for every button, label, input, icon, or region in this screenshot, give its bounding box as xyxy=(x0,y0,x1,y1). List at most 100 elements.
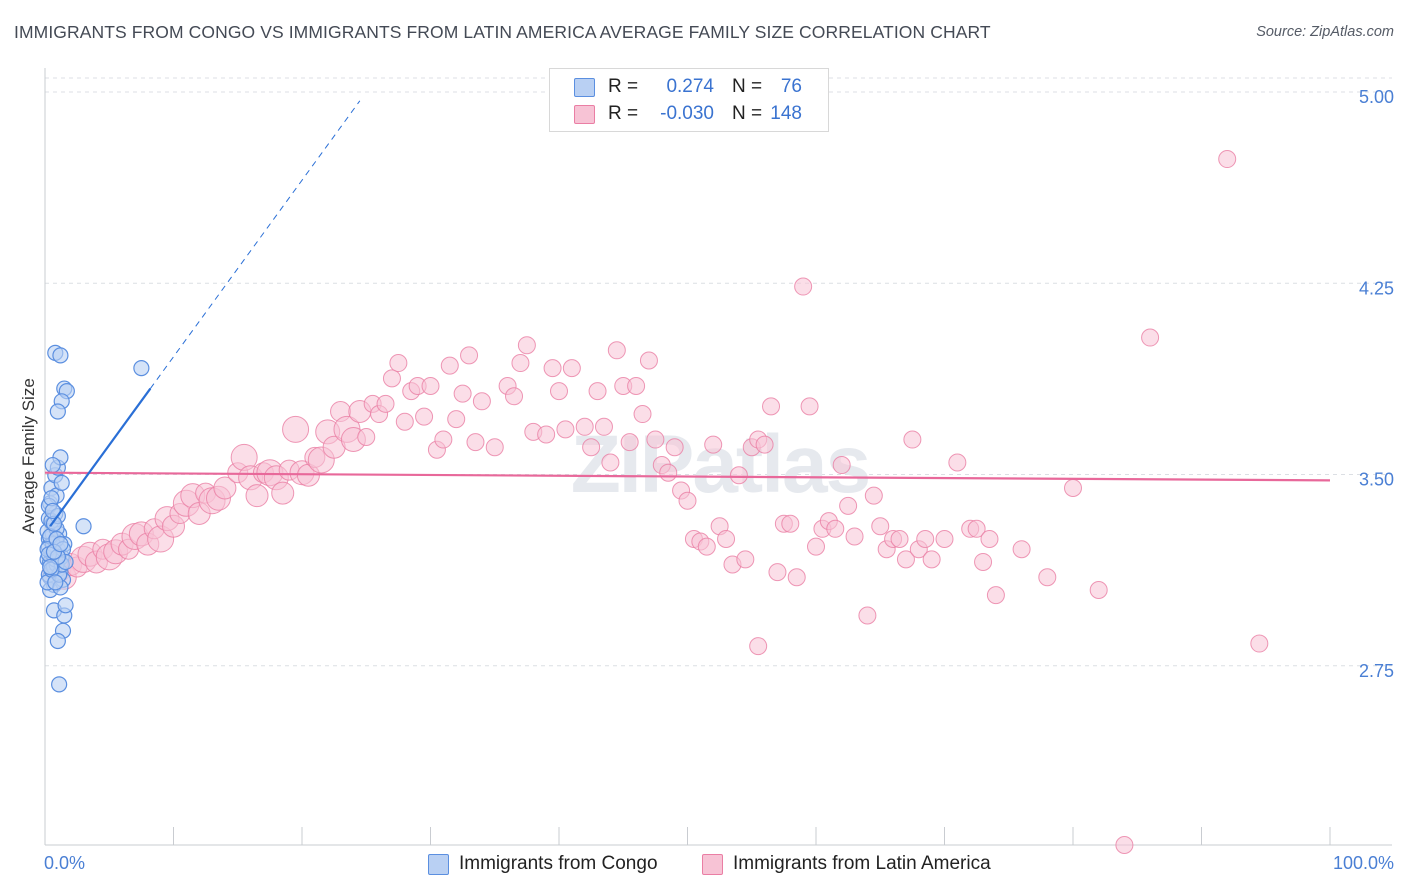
latam-point xyxy=(582,438,601,457)
latam-point xyxy=(453,384,472,403)
latam-point xyxy=(517,336,536,355)
latam-point xyxy=(543,359,562,378)
latam-point xyxy=(858,606,877,625)
x-tick-label-min: 0.0% xyxy=(44,853,85,873)
latam-point xyxy=(704,435,723,454)
latam-point xyxy=(646,430,665,449)
latam-point xyxy=(607,341,626,360)
latam-point xyxy=(466,433,485,452)
y-axis-label: Average Family Size xyxy=(19,378,38,534)
congo-points xyxy=(39,344,150,693)
latam-points xyxy=(40,150,1269,854)
latam-point xyxy=(627,377,646,395)
latam-point xyxy=(511,354,530,373)
congo-point xyxy=(51,676,68,693)
latam-point xyxy=(807,537,825,556)
latam-point xyxy=(395,412,414,431)
latam-point xyxy=(556,420,575,439)
latam-point xyxy=(382,369,401,388)
congo-point xyxy=(47,574,64,591)
trend-lines xyxy=(44,100,1331,527)
latam-point xyxy=(415,407,434,426)
latam-point xyxy=(562,359,581,378)
latam-point xyxy=(986,586,1005,605)
latam-point xyxy=(864,486,883,505)
latam-point xyxy=(922,550,941,569)
latam-point xyxy=(678,491,697,510)
latam-point xyxy=(282,415,310,443)
congo-point xyxy=(52,535,69,553)
latam-point xyxy=(1250,634,1269,653)
latam-point xyxy=(588,382,607,401)
y-tick-label: 2.75 xyxy=(1359,661,1394,681)
latam-point xyxy=(633,405,652,424)
latam-point xyxy=(800,397,819,416)
legend-row-latam: R = -0.030 N = 148 xyxy=(550,100,828,127)
latam-point xyxy=(1089,581,1108,599)
latam-point xyxy=(935,530,954,548)
latam-point xyxy=(794,277,813,296)
latam-point xyxy=(485,438,504,457)
latam-point xyxy=(440,356,459,375)
congo-point xyxy=(53,474,70,491)
latam-point xyxy=(749,637,768,656)
latam-point xyxy=(245,484,269,508)
chart-title: IMMIGRANTS FROM CONGO VS IMMIGRANTS FROM… xyxy=(14,22,991,42)
legend-n-label: N = xyxy=(732,103,763,124)
latam-point xyxy=(472,392,491,411)
congo-trend-extension xyxy=(149,100,361,389)
congo-point xyxy=(75,518,92,535)
latam-point xyxy=(974,552,993,571)
latam-point xyxy=(1064,479,1082,497)
congo-point xyxy=(57,597,74,614)
grid xyxy=(45,77,1392,667)
latam-point xyxy=(980,530,999,548)
latam-point xyxy=(787,568,806,587)
series-label-latam: Immigrants from Latin America xyxy=(733,853,991,874)
y-tick-label: 3.50 xyxy=(1359,470,1394,490)
source-label: Source: ZipAtlas.com xyxy=(1256,24,1394,40)
series-swatch-latam xyxy=(702,854,723,875)
latam-point xyxy=(594,417,613,436)
latam-point xyxy=(389,354,408,373)
legend: R = 0.274 N = 76 R = -0.030 N = 148 xyxy=(549,68,829,132)
latam-point xyxy=(1012,540,1031,559)
latam-point xyxy=(967,519,986,538)
latam-point xyxy=(896,550,915,569)
latam-point xyxy=(357,428,376,446)
latam-point xyxy=(421,377,440,395)
latam-point xyxy=(736,550,755,569)
latam-point xyxy=(826,519,845,538)
latam-point xyxy=(376,394,395,413)
latam-point xyxy=(871,517,890,536)
latam-point xyxy=(665,438,684,457)
latam-point xyxy=(639,351,658,370)
legend-r-value: 0.274 xyxy=(666,76,714,97)
latam-point xyxy=(1115,836,1134,854)
latam-point xyxy=(1218,150,1237,169)
latam-point xyxy=(1141,328,1160,347)
latam-point xyxy=(781,514,800,533)
legend-n-value: 148 xyxy=(770,103,802,124)
congo-point xyxy=(42,558,59,576)
y-tick-labels: 2.75 3.50 4.25 5.00 xyxy=(1359,87,1394,681)
y-tick-label: 5.00 xyxy=(1359,87,1394,107)
latam-point xyxy=(505,387,524,406)
latam-point xyxy=(839,496,858,515)
legend-n-value: 76 xyxy=(780,76,802,97)
congo-point xyxy=(52,347,69,364)
watermark: ZIPatlas xyxy=(571,419,869,510)
latam-point xyxy=(845,527,864,546)
latam-point xyxy=(697,537,716,556)
congo-point xyxy=(49,403,66,420)
latam-point xyxy=(768,563,787,582)
x-tick-label-max: 100.0% xyxy=(1333,853,1394,873)
legend-swatch-latam xyxy=(574,105,595,124)
legend-r-value: -0.030 xyxy=(660,103,714,124)
legend-r-label: R = xyxy=(608,76,639,97)
axes xyxy=(44,68,1392,846)
legend-swatch-congo xyxy=(574,78,595,97)
latam-point xyxy=(659,463,678,482)
latam-point xyxy=(550,382,568,401)
